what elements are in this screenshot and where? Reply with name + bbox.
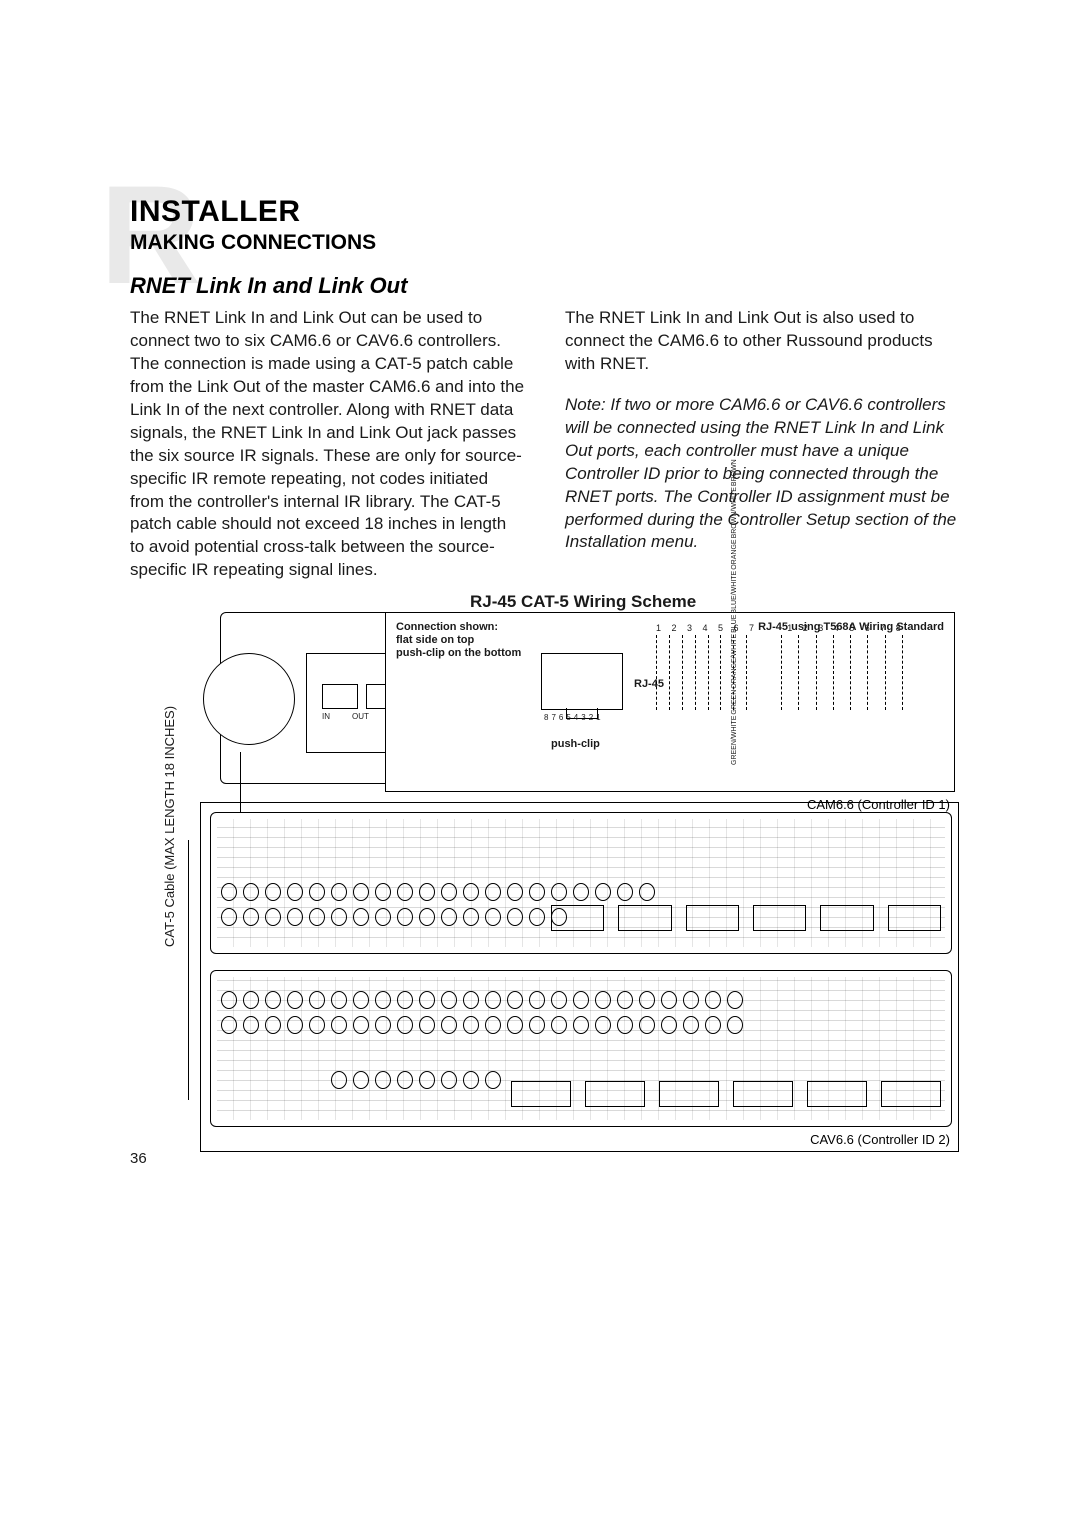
wiring-scheme-box: Connection shown: flat side on top push-… — [385, 612, 955, 792]
col2-paragraph-1: The RNET Link In and Link Out is also us… — [565, 307, 960, 376]
col2-note-paragraph: Note: If two or more CAM6.6 or CAV6.6 co… — [565, 394, 960, 555]
device2-speaker-terminals — [511, 1081, 941, 1107]
push-clip-label: push-clip — [551, 738, 600, 750]
page: R INSTALLER MAKING CONNECTIONS RNET Link… — [0, 0, 1080, 1527]
device2-jack-row-1 — [221, 991, 941, 1009]
device1-jack-row-1 — [221, 883, 941, 901]
port-in-label: IN — [322, 712, 330, 721]
col1-paragraph-1: The RNET Link In and Link Out can be use… — [130, 307, 525, 582]
column-right: The RNET Link In and Link Out is also us… — [565, 307, 960, 600]
rj45-pin-numbers: 87654321 — [544, 713, 604, 722]
wire-color-labels: GREEN/WHITE GREEN ORANGE/WHITE BLUE BLUE… — [731, 635, 742, 765]
rj45-connector-icon — [541, 653, 623, 710]
wire-group-2: 1 2 3 4 5 6 7 8 GREEN/WHITE GREEN ORANGE… — [781, 623, 911, 743]
heading-rnet-link: RNET Link In and Link Out — [130, 273, 960, 299]
device-panel-cam66 — [210, 812, 952, 954]
wire-lines-g2 — [781, 635, 911, 710]
heading-installer: INSTALLER — [130, 195, 960, 229]
wiring-figure: RJ-45 CAT-5 Wiring Scheme RS232 IN OUT C… — [170, 592, 960, 1152]
wiring-left-note: Connection shown: flat side on top push-… — [396, 621, 536, 661]
cat5-cable-line — [188, 840, 189, 1100]
wire-nums-g2: 1 2 3 4 5 6 7 8 — [781, 623, 911, 633]
caption-device-2: CAV6.6 (Controller ID 2) — [810, 1132, 950, 1147]
device-panel-cav66 — [210, 970, 952, 1127]
rnet-in-port — [322, 684, 358, 709]
device2-jack-row-2 — [221, 1016, 941, 1034]
page-number: 36 — [130, 1150, 147, 1167]
device2-jack-row-3 — [331, 1071, 531, 1089]
cat5-length-label: CAT-5 Cable (MAX LENGTH 18 INCHES) — [162, 706, 177, 947]
device1-speaker-terminals — [551, 905, 941, 931]
content-block: INSTALLER MAKING CONNECTIONS RNET Link I… — [130, 195, 960, 600]
column-left: The RNET Link In and Link Out can be use… — [130, 307, 525, 600]
two-column-body: The RNET Link In and Link Out can be use… — [130, 307, 960, 600]
caption-device-1: CAM6.6 (Controller ID 1) — [807, 797, 950, 812]
port-out-label: OUT — [352, 712, 369, 721]
heading-making-connections: MAKING CONNECTIONS — [130, 231, 960, 255]
